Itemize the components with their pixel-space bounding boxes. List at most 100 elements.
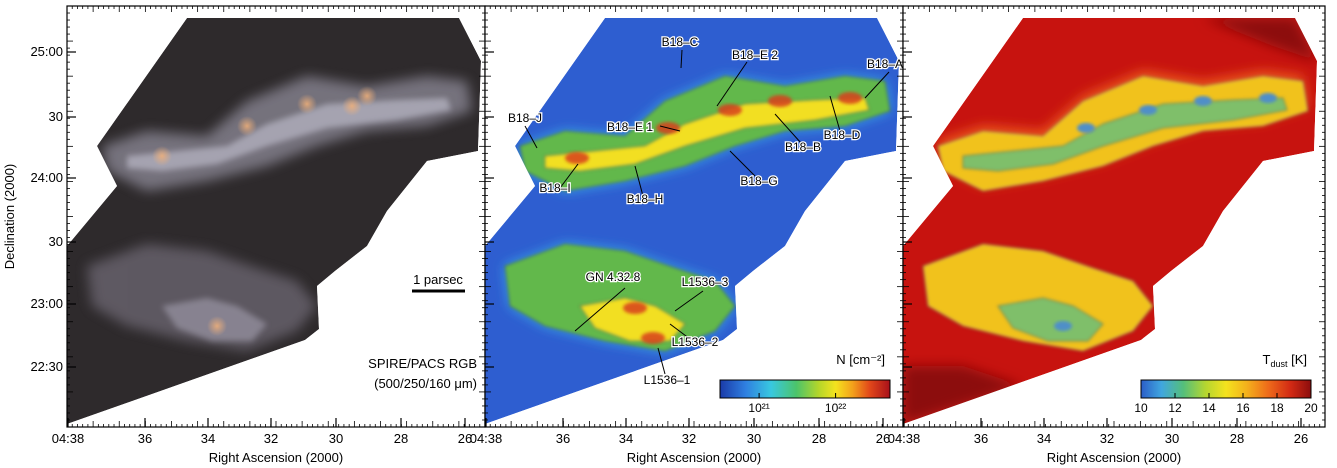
annotation-label: B18–C <box>662 35 699 49</box>
annotation-label: GN 4.32.8 <box>586 270 641 284</box>
y-tick-label: 25:00 <box>30 44 63 59</box>
y-tick-label: 23:00 <box>30 296 63 311</box>
x-tick-label: 36 <box>138 431 152 446</box>
colorbar-label: Tdust [K] <box>1263 352 1307 369</box>
panel-dust-temperature: Tdust [K] 10 12 14 16 18 20 04:38 36 34 32 30 28 26 Ri… <box>888 5 1326 465</box>
map-image <box>485 18 899 424</box>
south-cold <box>997 297 1104 342</box>
caption-line-2: (500/250/160 μm) <box>374 376 477 391</box>
colorbar <box>719 379 891 399</box>
dense-core <box>641 332 665 344</box>
map-image <box>903 18 1317 424</box>
dense-core <box>768 95 792 107</box>
dense-core <box>838 92 862 104</box>
colorbar-tick-label: 16 <box>1236 401 1250 415</box>
annotation-leader <box>574 287 626 332</box>
y-tick-label: 30 <box>49 234 63 249</box>
annotation-label: L1536–1 <box>644 373 691 387</box>
colorbar-tick-label: 20 <box>1304 401 1318 415</box>
x-tick-label: 30 <box>329 431 343 446</box>
colorbar-tick-label: 10²¹ <box>748 401 769 415</box>
cold-core <box>1077 123 1095 133</box>
x-tick-label: 32 <box>1100 431 1114 446</box>
x-tick-label: 34 <box>201 431 215 446</box>
ridge-yellow <box>544 97 870 172</box>
x-tick-label: 04:38 <box>52 431 85 446</box>
x-tick-label: 26 <box>1294 431 1308 446</box>
annotation-leader <box>829 95 841 132</box>
annotation-leader <box>657 347 666 375</box>
annotation-leader <box>669 323 691 340</box>
annotation-leader <box>864 71 890 99</box>
annotation-label: L1536–3 <box>682 275 729 289</box>
colorbar <box>1140 379 1312 399</box>
cold-core <box>1194 96 1212 106</box>
annotation-label: B18–E 1 <box>607 120 653 134</box>
y-tick-label: 30 <box>49 109 63 124</box>
south-yellow <box>579 297 686 342</box>
dense-core <box>565 152 589 164</box>
colorbar-tick-label: 10²² <box>825 401 846 415</box>
annotation-label: B18–A <box>867 57 903 71</box>
annotation-leader <box>774 113 802 144</box>
annotation-leader <box>659 125 681 132</box>
colorbar-label-unit: [K] <box>1287 352 1307 367</box>
cold-core <box>1139 105 1157 115</box>
warm-clump <box>152 146 172 166</box>
panel-rgb: 1 parsec SPIRE/PACS RGB (500/250/160 μm) 04… <box>2 5 486 465</box>
map-image <box>67 18 481 424</box>
x-tick-label: 28 <box>812 431 826 446</box>
hot-edge-sw <box>903 366 1023 424</box>
warm-clump <box>342 96 362 116</box>
annotation-leader <box>716 61 748 107</box>
x-tick-label: 28 <box>1230 431 1244 446</box>
y-tick-label: 22:30 <box>30 359 63 374</box>
warm-clump <box>297 94 317 114</box>
colorbar-label-sub: dust <box>1270 359 1288 369</box>
annotation-label: B18–G <box>740 174 777 188</box>
annotation-label: B18–I <box>539 181 570 195</box>
annotation-label: B18–J <box>508 111 542 125</box>
colorbar-tick-label: 10 <box>1134 401 1148 415</box>
x-tick-label: 34 <box>1037 431 1051 446</box>
annotation-label: B18–H <box>627 192 664 206</box>
hot-edge-ne <box>1203 18 1317 61</box>
x-tick-label: 26 <box>876 431 890 446</box>
annotation-leader <box>674 290 704 312</box>
annotation-leader <box>634 165 644 197</box>
annotation-label: L1536–2 <box>672 335 719 349</box>
x-tick-label: 36 <box>974 431 988 446</box>
annotation-leader <box>524 125 538 149</box>
x-tick-label: 32 <box>682 431 696 446</box>
x-tick-label: 36 <box>556 431 570 446</box>
dense-core <box>623 302 647 314</box>
warm-clump <box>207 316 227 336</box>
cold-core <box>1259 93 1277 103</box>
caption-line-1: SPIRE/PACS RGB <box>368 356 477 371</box>
colorbar-label: N [cm⁻²] <box>836 352 885 367</box>
annotation-leader <box>680 49 683 69</box>
x-axis-label: Right Ascension (2000) <box>209 450 343 465</box>
filament-bright <box>127 98 451 171</box>
annotation-leader <box>729 150 756 177</box>
warm-clump <box>237 116 257 136</box>
annotation-label: B18–E 2 <box>732 48 778 62</box>
dense-core <box>718 104 742 116</box>
warm-clump <box>357 86 377 106</box>
colorbar-tick-label: 14 <box>1202 401 1216 415</box>
x-tick-label: 04:38 <box>888 431 921 446</box>
scale-bar-label: 1 parsec <box>413 272 463 287</box>
colorbar-tick-label: 12 <box>1168 401 1182 415</box>
x-axis-label: Right Ascension (2000) <box>627 450 761 465</box>
ridge-cold <box>962 97 1288 172</box>
x-tick-label: 30 <box>1165 431 1179 446</box>
annotation-leader <box>559 163 579 189</box>
x-tick-label: 34 <box>619 431 633 446</box>
x-tick-label: 30 <box>747 431 761 446</box>
colorbar-label-main: T <box>1263 352 1271 367</box>
colorbar-tick-label: 18 <box>1270 401 1284 415</box>
x-tick-label: 28 <box>394 431 408 446</box>
y-tick-label: 24:00 <box>30 170 63 185</box>
